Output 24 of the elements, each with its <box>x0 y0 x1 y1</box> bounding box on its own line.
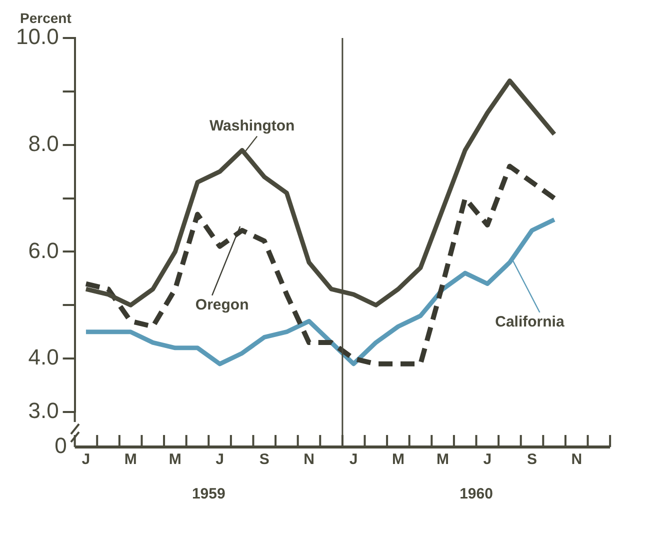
y-tick-label: 6.0 <box>28 238 59 263</box>
y-tick-label: 8.0 <box>28 130 59 156</box>
y-tick-label: 4.0 <box>28 344 59 370</box>
x-tick-label: N <box>304 451 314 468</box>
x-tick-label: J <box>349 451 358 468</box>
y-tick-label: 3.0 <box>28 398 59 424</box>
x-tick-label: S <box>527 451 538 468</box>
text: California <box>495 314 565 331</box>
text: 0 <box>54 433 67 458</box>
x-tick-label: J <box>82 451 90 468</box>
x-tick-label: J <box>483 451 492 468</box>
x-tick-label: M <box>436 451 450 468</box>
y-axis-title: Percent <box>20 10 72 26</box>
x-tick-label: J <box>216 451 224 468</box>
text: 1959 <box>192 486 226 503</box>
x-tick-label: N <box>571 451 582 468</box>
y-tick-label: 10.0 <box>16 24 59 50</box>
x-tick-label: M <box>168 451 182 468</box>
text: 1960 <box>460 486 493 503</box>
series-label: Washington <box>209 117 295 134</box>
series-label: Oregon <box>195 296 249 314</box>
x-tick-label: M <box>124 451 137 468</box>
x-tick-label: M <box>392 451 404 468</box>
x-tick-label: S <box>259 451 270 468</box>
